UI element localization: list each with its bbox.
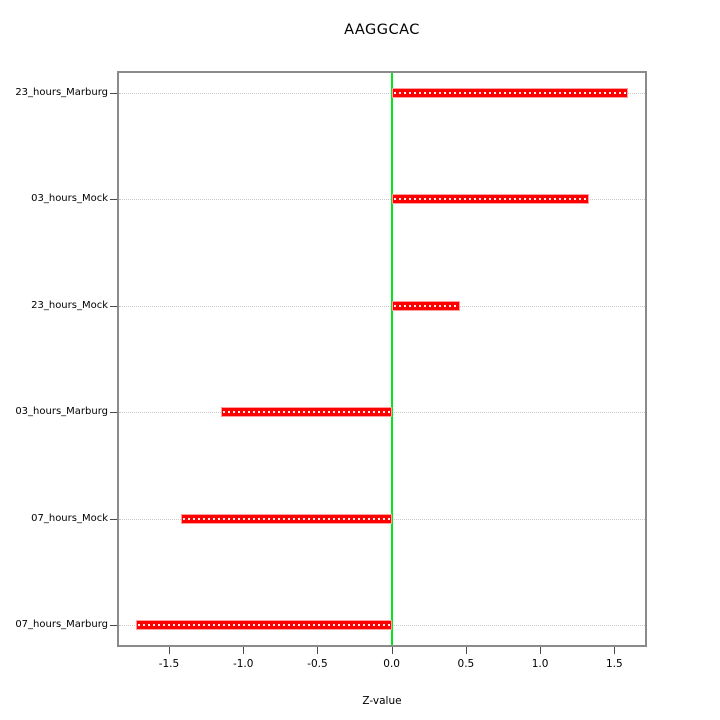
y-axis-tick (110, 625, 117, 626)
bar-grid-dots (182, 517, 390, 520)
x-axis-tick (540, 647, 542, 654)
x-tick-label: -0.5 (307, 658, 328, 670)
bar-grid-dots (393, 92, 626, 94)
y-axis-tick (110, 305, 117, 307)
y-category-label: 03_hours_Mock (31, 193, 108, 205)
gridline (119, 93, 645, 94)
gridline (119, 305, 645, 307)
y-category-label: 07_hours_Marburg (15, 619, 108, 630)
bar-03_hours_Marburg (220, 407, 392, 418)
bar-grid-dots (393, 198, 588, 201)
x-tick-label: -1.0 (232, 658, 254, 670)
y-axis-tick (110, 518, 117, 520)
bar-03_hours_Mock (391, 194, 590, 205)
y-axis-tick (110, 93, 117, 94)
x-tick-label: 1.0 (531, 658, 549, 670)
x-axis-tick (614, 647, 616, 654)
x-tick-label: 0.5 (457, 658, 475, 670)
y-category-label: 07_hours_Mock (31, 512, 108, 524)
y-category-label: 23_hours_Mock (31, 299, 108, 311)
chart-title: AAGGCAC (344, 22, 420, 38)
bar-grid-dots (222, 411, 390, 414)
bar-grid-dots (393, 304, 458, 307)
x-axis-tick (465, 647, 467, 654)
x-axis-tick (243, 647, 245, 654)
x-axis-label: Z-value (362, 695, 402, 707)
y-category-label: 23_hours_Marburg (15, 87, 108, 98)
y-axis-tick (110, 199, 117, 201)
bar-grid-dots (138, 624, 390, 626)
plot-area (117, 71, 647, 647)
bar-23_hours_Marburg (391, 88, 628, 98)
x-tick-label: 0.0 (383, 658, 400, 670)
bar-23_hours_Mock (391, 300, 460, 311)
y-category-label: 03_hours_Marburg (15, 406, 108, 418)
x-tick-label: 1.5 (605, 658, 623, 670)
x-axis-tick (168, 647, 170, 654)
x-axis-tick (317, 647, 319, 654)
bar-07_hours_Mock (180, 513, 392, 524)
zero-reference-line (390, 73, 393, 645)
x-axis-tick (391, 647, 393, 654)
gridline (119, 199, 645, 201)
y-axis-tick (110, 412, 117, 414)
bar-07_hours_Marburg (136, 620, 392, 630)
x-tick-label: -1.5 (158, 658, 180, 670)
